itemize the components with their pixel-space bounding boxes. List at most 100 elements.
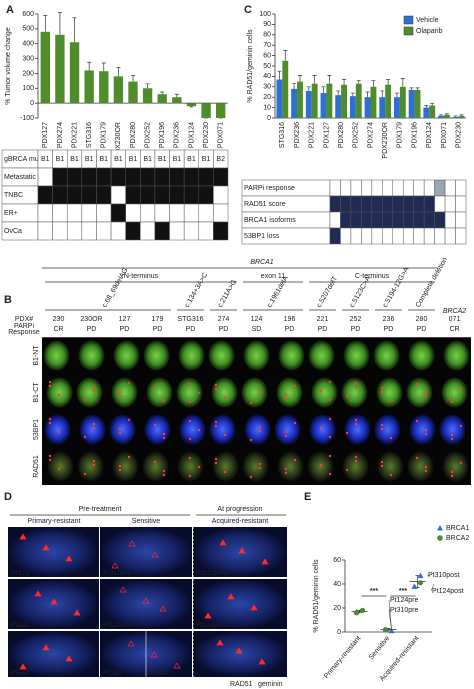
table-cell xyxy=(81,203,97,223)
micro-focus xyxy=(92,426,96,430)
response: PD xyxy=(417,326,427,333)
micro-focus xyxy=(284,434,288,438)
pdx-id: 236 xyxy=(383,316,395,323)
annotation-leader xyxy=(388,609,392,631)
arrowhead xyxy=(150,651,158,658)
y-tick-label: 0 xyxy=(337,629,341,636)
micro-focus xyxy=(424,469,428,473)
micro-focus xyxy=(293,421,297,425)
micro-image xyxy=(193,579,287,629)
response: PD xyxy=(120,326,130,333)
annotation: Pt124pre xyxy=(390,597,419,604)
table-cell xyxy=(455,227,467,245)
arrowhead xyxy=(128,540,136,547)
micro-nucleus xyxy=(177,451,204,482)
micro-focus xyxy=(354,385,358,389)
micro-nucleus xyxy=(212,451,239,482)
micro-focus xyxy=(223,470,227,474)
bar xyxy=(349,96,356,118)
micro-focus xyxy=(188,456,192,460)
table-cell xyxy=(444,179,456,197)
micro-nucleus xyxy=(144,414,171,445)
panel-label: B xyxy=(4,294,12,306)
row-label: ER+ xyxy=(4,210,18,217)
micro-focus xyxy=(92,389,96,393)
row-label: 53BP1 loss xyxy=(244,233,280,240)
arrowhead xyxy=(34,590,42,597)
x-tick-label: PDX230OR xyxy=(382,122,389,159)
patient-label: Pt084 xyxy=(11,670,29,677)
response: CR xyxy=(53,326,63,333)
micro-nucleus xyxy=(443,340,470,371)
y-tick-label: 60 xyxy=(333,557,341,564)
error-bar xyxy=(277,70,282,80)
pdx-id: 252 xyxy=(350,316,362,323)
micro-focus xyxy=(380,464,384,468)
mutation-label: c.211A>G xyxy=(217,279,238,309)
arrowhead xyxy=(235,647,243,654)
error-bar xyxy=(321,86,326,94)
table-cell xyxy=(423,211,435,229)
micro-image xyxy=(100,527,192,577)
table-cell xyxy=(371,211,383,229)
error-bar xyxy=(101,62,106,72)
x-tick-label: PDX124 xyxy=(426,122,433,148)
micro-focus xyxy=(380,390,384,394)
micro-focus xyxy=(188,474,192,478)
micro-focus xyxy=(424,391,428,395)
table-cell xyxy=(183,221,200,241)
micro-nucleus xyxy=(242,451,269,482)
error-bar xyxy=(424,105,429,108)
micro-focus xyxy=(57,430,61,434)
pdx-id: 071 xyxy=(449,316,461,323)
micro-nucleus xyxy=(344,414,371,445)
table-cell xyxy=(371,227,383,245)
error-bar xyxy=(400,78,405,87)
arrowhead xyxy=(216,639,224,646)
response-header: Response xyxy=(8,329,40,336)
bar xyxy=(55,34,65,104)
subgroup-label: Acquired-resistant xyxy=(212,518,268,525)
arrowhead xyxy=(238,547,246,554)
micro-nucleus xyxy=(111,377,138,408)
micro-nucleus xyxy=(46,377,73,408)
bar xyxy=(335,95,342,118)
mutation-label: c.5123C>A xyxy=(349,275,373,309)
micro-focus xyxy=(354,459,358,463)
micro-focus xyxy=(354,418,358,422)
table-cell xyxy=(434,227,446,245)
micro-focus xyxy=(83,472,87,476)
error-bar xyxy=(350,92,355,97)
table-cell xyxy=(350,195,362,213)
bar xyxy=(385,84,392,118)
cell-text: B1 xyxy=(202,156,211,163)
bar xyxy=(128,81,138,104)
table-cell xyxy=(96,221,112,241)
table-cell xyxy=(125,203,141,223)
table-cell xyxy=(382,179,394,197)
bar xyxy=(370,86,377,118)
micro-focus xyxy=(258,466,262,470)
micro-nucleus xyxy=(342,451,369,482)
micro-nucleus xyxy=(109,414,136,445)
arrowhead xyxy=(173,662,181,669)
bar xyxy=(341,84,347,118)
cell-text: B1 xyxy=(143,156,152,163)
y-tick-label: 200 xyxy=(22,70,34,77)
micro-focus xyxy=(380,386,384,390)
error-bar xyxy=(386,79,391,85)
micro-focus xyxy=(48,384,52,388)
micro-focus xyxy=(345,394,349,398)
arrowhead xyxy=(42,544,50,551)
micro-focus xyxy=(450,437,454,441)
table-cell xyxy=(154,185,170,205)
bar xyxy=(216,103,226,118)
y-tick-label: 0 xyxy=(267,115,271,122)
micro-focus xyxy=(424,432,428,436)
error-bar xyxy=(283,50,288,61)
row-label: RAD51 xyxy=(33,455,40,478)
micro-nucleus xyxy=(377,451,404,482)
arrowhead xyxy=(42,644,50,651)
micro-focus xyxy=(162,432,166,436)
error-bar xyxy=(145,83,150,89)
